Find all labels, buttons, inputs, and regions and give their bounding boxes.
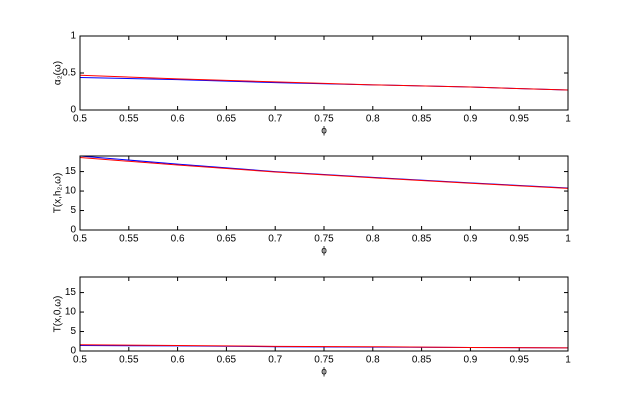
- y-tick-label: 0: [70, 346, 76, 357]
- x-tick-label: 0.9: [463, 114, 477, 125]
- x-tick-label: 0.65: [217, 355, 237, 366]
- y-tick-label: 5: [70, 326, 76, 337]
- x-tick-label: 0.65: [217, 114, 237, 125]
- x-tick-label: 0.85: [412, 114, 432, 125]
- x-tick-label: 0.6: [171, 114, 185, 125]
- x-tick-label: 0.8: [366, 114, 380, 125]
- x-tick-label: 0.8: [366, 355, 380, 366]
- x-tick-label: 0.85: [412, 234, 432, 245]
- x-tick-label: 1: [565, 114, 571, 125]
- x-tick-label: 0.5: [73, 355, 87, 366]
- y-tick-label: 1: [70, 31, 76, 42]
- y-tick-label: 15: [65, 166, 77, 177]
- x-tick-label: 0.7: [268, 234, 282, 245]
- data-line: [79, 74, 569, 91]
- x-tick-label: 0.9: [463, 234, 477, 245]
- axes-frame: [79, 35, 569, 111]
- x-tick-label: 0.9: [463, 355, 477, 366]
- x-tick-label: 0.75: [314, 234, 334, 245]
- x-tick-label: 0.7: [268, 114, 282, 125]
- x-axis-label: ϕ: [321, 367, 327, 378]
- x-tick-label: 0.8: [366, 234, 380, 245]
- axes-box: [80, 156, 568, 230]
- y-tick-label: 0.5: [62, 68, 76, 79]
- x-tick-label: 0.95: [509, 355, 529, 366]
- x-tick-label: 0.6: [171, 355, 185, 366]
- x-tick-label: 0.95: [509, 114, 529, 125]
- y-axis-label: T(x,0,ω): [53, 296, 64, 333]
- x-tick-label: 0.75: [314, 114, 334, 125]
- x-tick-label: 0.5: [73, 114, 87, 125]
- axes-box: [80, 277, 568, 351]
- x-tick-label: 0.75: [314, 355, 334, 366]
- x-axis-label: ϕ: [321, 126, 327, 137]
- x-tick-label: 0.6: [171, 234, 185, 245]
- y-tick-label: 0: [70, 105, 76, 116]
- y-axis-label: α₂(ω): [53, 61, 64, 85]
- y-tick-label: 10: [65, 186, 77, 197]
- axes-frame: [79, 155, 569, 231]
- axes-frame: [79, 276, 569, 352]
- x-tick-label: 0.5: [73, 234, 87, 245]
- x-tick-label: 0.55: [119, 355, 139, 366]
- x-tick-label: 0.7: [268, 355, 282, 366]
- x-tick-label: 0.55: [119, 234, 139, 245]
- x-tick-label: 0.95: [509, 234, 529, 245]
- y-tick-label: 15: [65, 287, 77, 298]
- y-tick-label: 10: [65, 307, 77, 318]
- axes-box: [80, 36, 568, 110]
- x-tick-label: 1: [565, 234, 571, 245]
- y-tick-label: 5: [70, 205, 76, 216]
- x-tick-label: 0.65: [217, 234, 237, 245]
- y-tick-label: 0: [70, 225, 76, 236]
- data-line: [79, 157, 569, 189]
- x-tick-label: 1: [565, 355, 571, 366]
- y-axis-label: T(x,h₂,ω): [53, 173, 64, 214]
- x-tick-label: 0.55: [119, 114, 139, 125]
- x-tick-label: 0.85: [412, 355, 432, 366]
- x-axis-label: ϕ: [321, 246, 327, 257]
- data-line: [79, 344, 569, 349]
